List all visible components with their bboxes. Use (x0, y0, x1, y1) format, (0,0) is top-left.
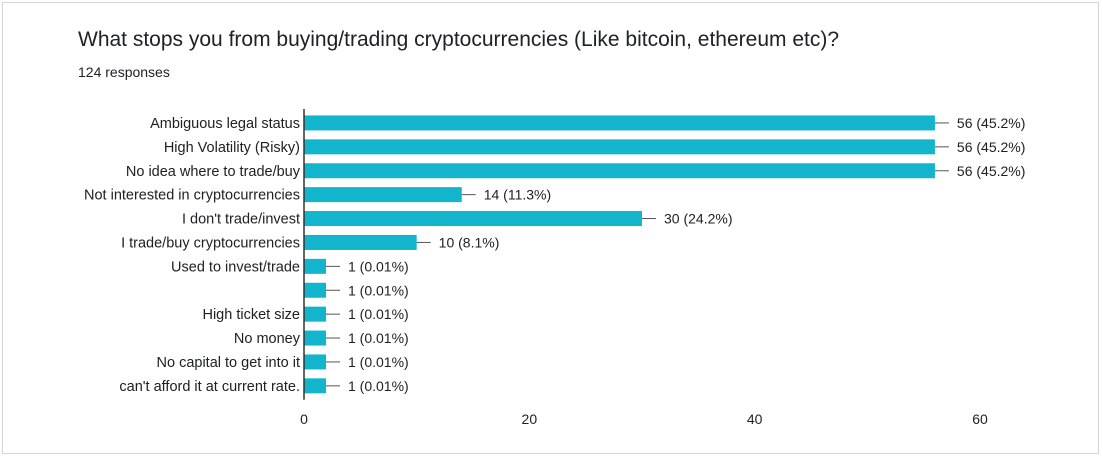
category-label: can't afford it at current rate. (119, 379, 300, 395)
category-label: Used to invest/trade (171, 259, 300, 275)
bar (304, 139, 935, 155)
category-label: No money (234, 331, 301, 347)
category-label: I don't trade/invest (182, 212, 300, 228)
x-tick-label: 20 (522, 411, 538, 427)
value-label: 14 (11.3%) (484, 187, 551, 203)
value-label: 1 (0.01%) (348, 330, 409, 346)
category-label: No capital to get into it (157, 355, 300, 371)
category-label: Not interested in cryptocurrencies (84, 188, 300, 204)
value-label: 1 (0.01%) (348, 258, 409, 274)
x-tick-label: 40 (747, 411, 763, 427)
x-tick-label: 0 (300, 411, 308, 427)
bar (304, 211, 642, 227)
bar (304, 282, 326, 298)
category-label: Ambiguous legal status (150, 116, 300, 132)
value-label: 1 (0.01%) (348, 306, 409, 322)
bar (304, 378, 326, 394)
bar (304, 306, 326, 322)
value-label: 56 (45.2%) (957, 115, 1025, 131)
category-label: No idea where to trade/buy (126, 164, 301, 180)
bar (304, 187, 462, 203)
x-tick-label: 60 (972, 411, 988, 427)
chart-title: What stops you from buying/trading crypt… (78, 28, 840, 51)
value-label: 56 (45.2%) (957, 139, 1025, 155)
labels-group: Ambiguous legal status 56 (45.2%) High Vol… (84, 115, 1025, 395)
bar (304, 115, 935, 131)
value-label: 30 (24.2%) (664, 211, 732, 227)
value-label: 10 (8.1%) (439, 234, 500, 250)
category-label: High Volatility (Risky) (164, 140, 300, 156)
response-count: 124 responses (78, 64, 170, 80)
bar (304, 234, 417, 250)
bars-group (304, 115, 935, 394)
bar (304, 354, 326, 370)
category-label: I trade/buy cryptocurrencies (121, 235, 300, 251)
value-label: 56 (45.2%) (957, 163, 1025, 179)
bar (304, 330, 326, 346)
value-label: 1 (0.01%) (348, 282, 409, 298)
value-label: 1 (0.01%) (348, 378, 409, 394)
axis-group: 0 20 40 60 (300, 109, 988, 427)
category-label: High ticket size (202, 307, 300, 323)
value-label: 1 (0.01%) (348, 354, 409, 370)
bar (304, 163, 935, 179)
bar (304, 258, 326, 274)
